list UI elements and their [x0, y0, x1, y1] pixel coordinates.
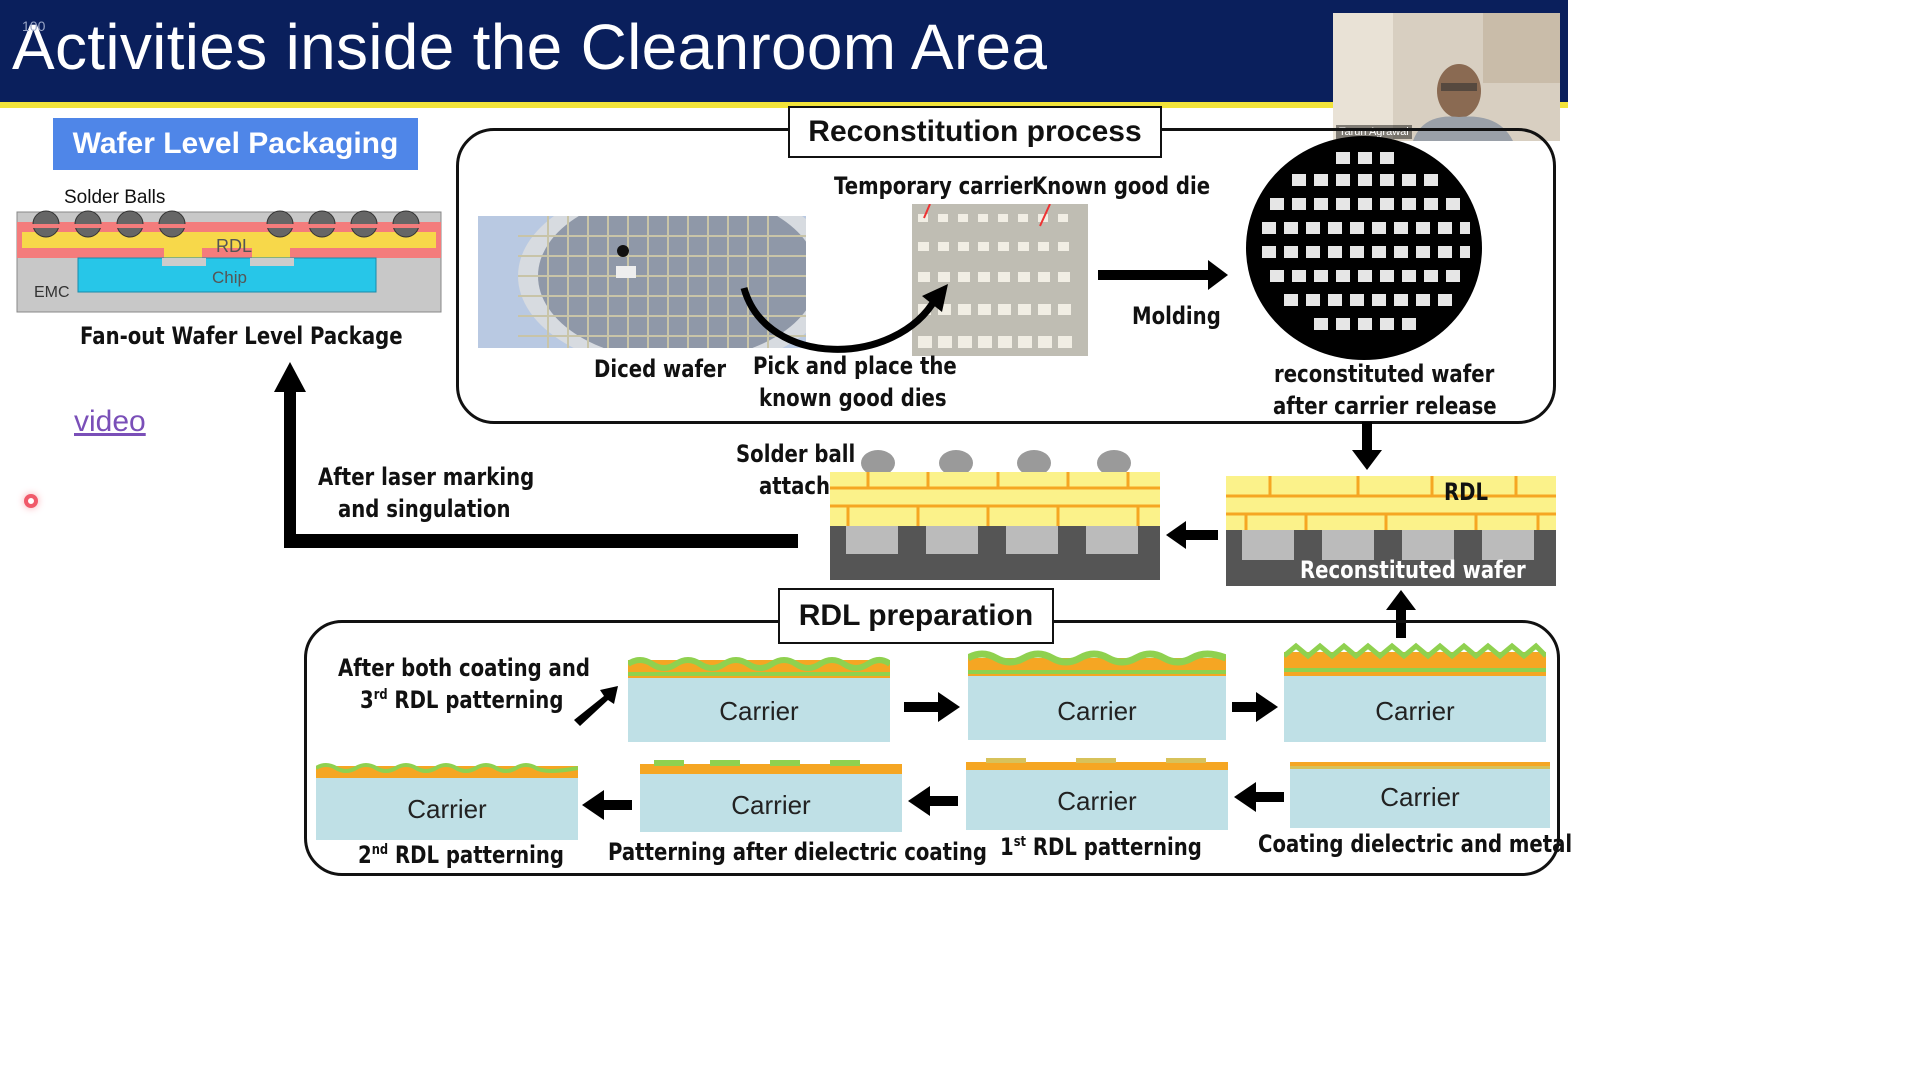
- carrier-step-3rd-pattern: Carrier: [968, 674, 1226, 740]
- known-good-die-label: Known good die: [1032, 172, 1211, 200]
- slide-header: [0, 0, 1568, 102]
- pick-place-label-line1: Pick and place the: [753, 352, 957, 380]
- pick-place-label-line2: known good dies: [759, 384, 947, 412]
- arrow-up-right-icon: [574, 686, 618, 726]
- carrier-label: Carrier: [1057, 786, 1137, 816]
- pick-place-curved-arrow-icon: [740, 284, 948, 353]
- recording-dot-icon: [24, 494, 38, 508]
- second-rdl-label: 2nd RDL patterning: [358, 841, 564, 869]
- reconstituted-label-line2: after carrier release: [1273, 392, 1497, 420]
- solder-balls-label: Solder Balls: [64, 187, 166, 208]
- rdl-label-right: RDL: [1444, 478, 1489, 506]
- arrow-left-icon: [1234, 782, 1284, 812]
- carrier-label: Carrier: [407, 794, 487, 824]
- header-accent-line: [0, 102, 1568, 108]
- webcam-thumbnail[interactable]: [1333, 13, 1560, 141]
- coating-dielectric-metal-label: Coating dielectric and metal: [1258, 830, 1573, 858]
- solder-ball-attach-diagram: [830, 450, 1160, 580]
- carrier-step-patterning-dielectric: Carrier: [640, 772, 902, 832]
- reconstitution-title: Reconstitution process: [788, 106, 1162, 158]
- carrier-step-3rd-coating: Carrier: [1284, 676, 1546, 742]
- rdl-layers-1st: [966, 758, 1228, 770]
- rdl-preparation-title: RDL preparation: [778, 588, 1054, 644]
- slide-title: Activities inside the Cleanroom Area: [12, 11, 1048, 83]
- rdl-layers-2nd: [316, 763, 578, 778]
- reconstituted-label-line1: reconstituted wafer: [1274, 360, 1495, 388]
- laser-marking-line2: and singulation: [338, 495, 511, 523]
- return-arrow-up-icon: [274, 362, 798, 548]
- video-link[interactable]: video: [74, 405, 146, 438]
- arrow-left-icon: [582, 790, 632, 820]
- reconstituted-wafer-rdl-diagram: [1226, 476, 1556, 586]
- rdl-layers-3rd-pattern: [968, 650, 1226, 676]
- carrier-step-2nd: Carrier: [316, 776, 578, 840]
- arrow-up-icon: [1386, 590, 1416, 638]
- patterning-after-dielectric-label: Patterning after dielectric coating: [608, 838, 987, 866]
- diced-wafer-label: Diced wafer: [594, 355, 727, 383]
- arrow-left-icon: [1166, 521, 1218, 549]
- after-both-coating-line2: 3rd RDL patterning: [360, 686, 564, 714]
- temporary-carrier-image: [912, 204, 1088, 356]
- slide-number: 100: [22, 18, 46, 34]
- emc-label: EMC: [34, 284, 70, 301]
- wafer-level-packaging-heading: Wafer Level Packaging: [53, 118, 418, 170]
- arrow-right-icon: [1232, 692, 1278, 722]
- carrier-label: Carrier: [719, 696, 799, 726]
- temporary-carrier-label: Temporary carrier: [834, 172, 1033, 200]
- carrier-step-3rd: Carrier: [628, 676, 890, 742]
- arrow-right-icon: [904, 692, 960, 722]
- molding-arrow-right-icon: [1098, 260, 1228, 290]
- reconstituted-wafer-image: [1246, 136, 1482, 360]
- carrier-step-1st: Carrier: [966, 768, 1228, 830]
- rdl-layers-3rd-coating: [1284, 642, 1546, 676]
- after-both-coating-line1: After both coating and: [338, 654, 590, 682]
- carrier-step-coating: Carrier: [1290, 768, 1550, 828]
- rdl-label-left: RDL: [216, 236, 253, 256]
- arrow-down-icon: [1352, 422, 1382, 470]
- diced-wafer-image: [478, 216, 806, 348]
- reconstituted-wafer-label: Reconstituted wafer: [1300, 556, 1526, 584]
- fan-out-package-diagram: [16, 210, 442, 313]
- laser-marking-line1: After laser marking: [318, 463, 535, 491]
- rdl-layers-patterning-dielectric: [640, 760, 902, 774]
- carrier-label: Carrier: [1057, 696, 1137, 726]
- molding-label: Molding: [1132, 302, 1221, 330]
- solder-ball-attach-line2: attach: [759, 472, 831, 500]
- carrier-label: Carrier: [1380, 782, 1460, 812]
- rdl-layers-3rd: [628, 657, 890, 678]
- arrow-left-icon: [908, 786, 958, 816]
- carrier-label: Carrier: [1375, 696, 1455, 726]
- carrier-label: Carrier: [731, 790, 811, 820]
- chip-label: Chip: [212, 268, 247, 287]
- webcam-person-image: [1333, 13, 1560, 141]
- fan-out-caption: Fan-out Wafer Level Package: [80, 322, 403, 350]
- solder-ball-attach-line1: Solder ball: [736, 440, 856, 468]
- rdl-layers-coating: [1290, 762, 1550, 769]
- first-rdl-label: 1st RDL patterning: [1000, 833, 1202, 861]
